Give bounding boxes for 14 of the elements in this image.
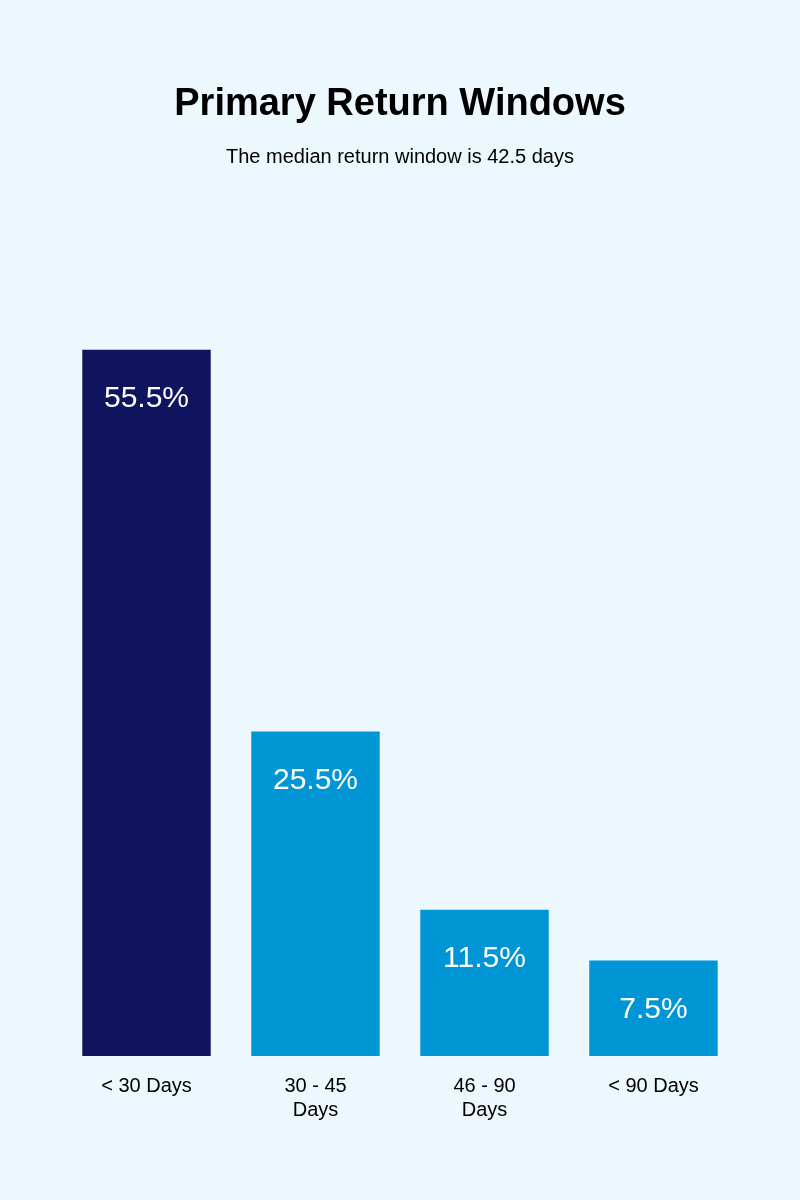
data-label: 55.5% <box>103 379 190 413</box>
data-label: 11.5% <box>443 939 526 973</box>
chart-title: Primary Return Windows <box>174 81 626 124</box>
bar <box>251 731 380 1056</box>
data-label: 25.5% <box>272 761 359 795</box>
bar <box>589 960 718 1056</box>
x-tick-label: 30 - 45 Days <box>284 1073 347 1120</box>
chart-subtitle: The median return window is 42.5 days <box>226 145 574 168</box>
x-tick-label: 46 - 90 Days <box>453 1073 516 1120</box>
data-label: 7.5% <box>619 990 688 1024</box>
x-tick-label: < 30 Days <box>101 1073 192 1096</box>
bar <box>82 349 211 1056</box>
x-tick-label: < 90 Days <box>608 1073 699 1096</box>
bar <box>420 909 549 1056</box>
